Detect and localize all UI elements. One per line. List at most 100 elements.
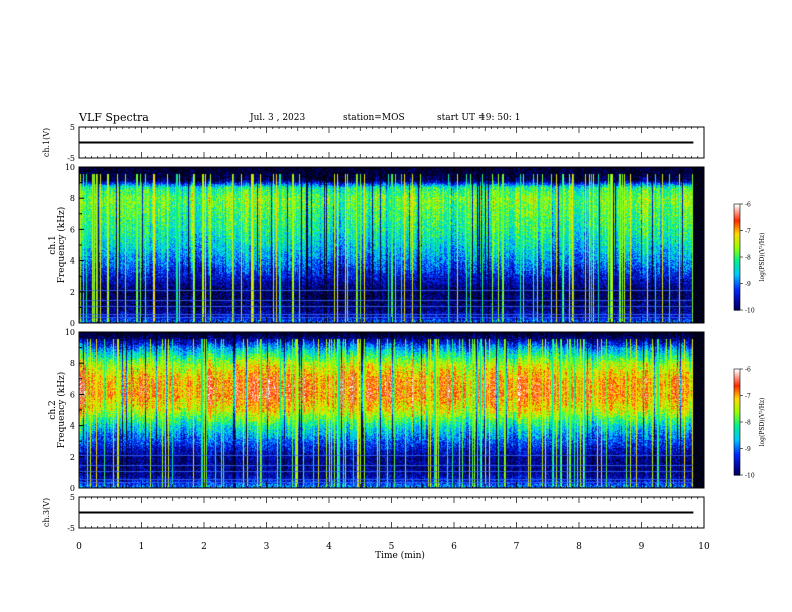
ch1-spectrogram-colorbar-cell [734,221,740,225]
ch1-spectrogram-heatmap [79,167,704,323]
ch2-spectrogram-colorbar-cell [734,386,740,390]
ch1-spectrogram-colorbar-cell [734,278,740,281]
ch1-spectrogram-colorbar-cell [734,211,740,214]
ch2-spectrogram-colorbar-cell [734,439,740,443]
ch2-spectrogram-colorbar: -6 -7 -8 -9 -10 log(PSD)(V²/Hz) [733,367,766,480]
ch2-spectrogram-colorbar-cell [734,473,740,476]
ch2-spectrogram-colorbar-cell [734,411,740,414]
ch2-spectrogram-ylabel: Frequency (kHz) [56,372,67,449]
ch1-spectrogram-colorbar-cell [734,230,740,233]
ch2-spectrogram-colorbar-cell [734,374,740,377]
ch2-spectrogram-colorbar-cell [734,429,740,432]
ch2-spectrogram-colorbar-cell [734,383,740,386]
ch1-spectrogram-colorbar-cell [734,241,740,244]
x-axis-label: Time (min) [375,550,425,561]
ch1-spectrogram-colorbar-cell [734,218,740,221]
ch1-waveform-ytick-label: 5 [70,123,75,132]
ch2-spectrogram-colorbar-cell [734,397,740,400]
ch1-spectrogram-colorbar-cell [734,262,740,265]
ch1-spectrogram-colorbar-cell [734,301,740,304]
ch1-spectrogram-ytick-label: 6 [70,225,75,234]
ch2-spectrogram-colorbar-cell [734,388,740,391]
ch1-spectrogram-colorbar: -6 -7 -8 -9 -10 log(PSD)(V²/Hz) [733,202,766,315]
ch2-spectrogram-colorbar-cell [734,446,740,450]
ch2-spectrogram-colorbar-tick-label: -8 [745,420,751,427]
ch1-spectrogram-colorbar-cell [734,294,740,297]
x-tick-label: 1 [139,542,145,552]
ch2-spectrogram-colorbar-cell [734,406,740,409]
ch2-spectrogram-colorbar-cell [734,437,740,441]
ch1-spectrogram-colorbar-cell [734,279,740,283]
ch1-spectrogram-colorbar-cell [734,292,740,295]
start-label: start UT = [437,113,486,123]
ch1-spectrogram-ytick-label: 8 [70,194,75,203]
ch1-spectrogram-colorbar-cell [734,297,740,300]
ch1-spectrogram-colorbar-cell [734,274,740,278]
ch2-spectrogram-colorbar-cell [734,425,740,428]
station-label: station=MOS [343,113,405,123]
ch2-spectrogram-colorbar-cell [734,413,740,416]
x-tick-label: 4 [326,542,332,552]
ch2-spectrogram-colorbar-cell [734,399,740,402]
ch2-spectrogram-colorbar-cell [734,370,740,374]
ch1-spectrogram-colorbar-cell [734,207,740,210]
ch2-spectrogram-ytick-label: 8 [70,359,75,368]
ch2-spectrogram-ytick-label: 2 [70,453,75,462]
ch2-spectrogram-colorbar-cell [734,393,740,397]
ch1-spectrogram-ylabel: ch.1 [48,235,58,254]
ch2-spectrogram-colorbar-cell [734,377,740,381]
ch1-spectrogram-colorbar-cell [734,248,740,251]
ch2-spectrogram-ytick-label: 0 [70,484,75,493]
ch3-waveform-ylabel: ch.3(V) [42,498,51,527]
x-axis: 0 1 2 3 4 5 6 7 8 9 10 Time (min) [76,127,710,561]
ch1-spectrogram-colorbar-cell [734,214,740,217]
ch1-spectrogram-colorbar-tick-label: -6 [745,202,751,209]
ch2-spectrogram-colorbar-cell [734,443,740,446]
ch2-spectrogram-ylabel: ch.2 [48,400,58,419]
ch2-spectrogram-colorbar-cell [734,418,740,421]
ch2-spectrogram-colorbar-cell [734,376,740,379]
ch1-spectrogram-colorbar-cell [734,281,740,285]
ch2-spectrogram-colorbar-cell [734,436,740,439]
ch2-spectrogram-colorbar-cell [734,404,740,407]
ch1-spectrogram-colorbar-cell [734,257,740,260]
ch1-spectrogram-colorbar-cell [734,232,740,235]
ch1-waveform-ytick-label: -5 [67,154,75,163]
x-tick-label: 0 [76,542,82,552]
ch1-spectrogram-colorbar-cell [734,308,740,311]
ch1-spectrogram-colorbar-cell [734,306,740,309]
ch1-spectrogram-colorbar-cell [734,249,740,253]
ch1-spectrogram-colorbar-cell [734,290,740,293]
ch1-spectrogram-colorbar-cell [734,271,740,274]
ch2-spectrogram-colorbar-tick-label: -7 [745,393,751,400]
ch3-waveform-ytick-label: 5 [70,493,75,502]
ch2-spectrogram-colorbar-cell [734,407,740,411]
ch2-spectrogram-colorbar-cell [734,430,740,434]
ch1-spectrogram-colorbar-cell [734,283,740,286]
ch1-spectrogram-colorbar-cell [734,302,740,306]
ch2-spectrogram-panel: 0 2 4 6 8 10 ch.2 Frequency (kHz) -6 -7 -8 -9 -10 log… [48,328,766,493]
ch1-spectrogram-colorbar-cell [734,287,740,290]
ch2-spectrogram-colorbar-cell [734,452,740,455]
ch2-spectrogram-colorbar-cell [734,460,740,464]
ch2-spectrogram-colorbar-cell [734,432,740,435]
ch2-spectrogram-colorbar-cell [734,455,740,458]
ch2-spectrogram-colorbar-cell [734,395,740,398]
ch1-spectrogram-colorbar-cell [734,304,740,308]
ch2-spectrogram-colorbar-cell [734,471,740,474]
ch2-spectrogram-colorbar-cell [734,464,740,467]
ch2-spectrogram-colorbar-cell [734,457,740,460]
ch2-spectrogram-colorbar-cell [734,444,740,448]
ch1-spectrogram-colorbar-cell [734,253,740,256]
ch2-spectrogram-ytick-label: 4 [70,422,75,431]
ch2-spectrogram-colorbar-cell [734,409,740,412]
ch1-spectrogram-ylabel: Frequency (kHz) [56,207,67,284]
ch2-spectrogram-colorbar-cell [734,453,740,457]
ch1-spectrogram-colorbar-cell [734,269,740,272]
ch2-spectrogram-colorbar-cell [734,400,740,404]
ch2-spectrogram-colorbar-cell [734,427,740,430]
ch1-spectrogram-colorbar-cell [734,242,740,246]
ch2-spectrogram-ytick-label: 6 [70,390,75,399]
ch2-spectrogram-colorbar-cell [734,416,740,420]
ch1-spectrogram-colorbar-cell [734,244,740,247]
